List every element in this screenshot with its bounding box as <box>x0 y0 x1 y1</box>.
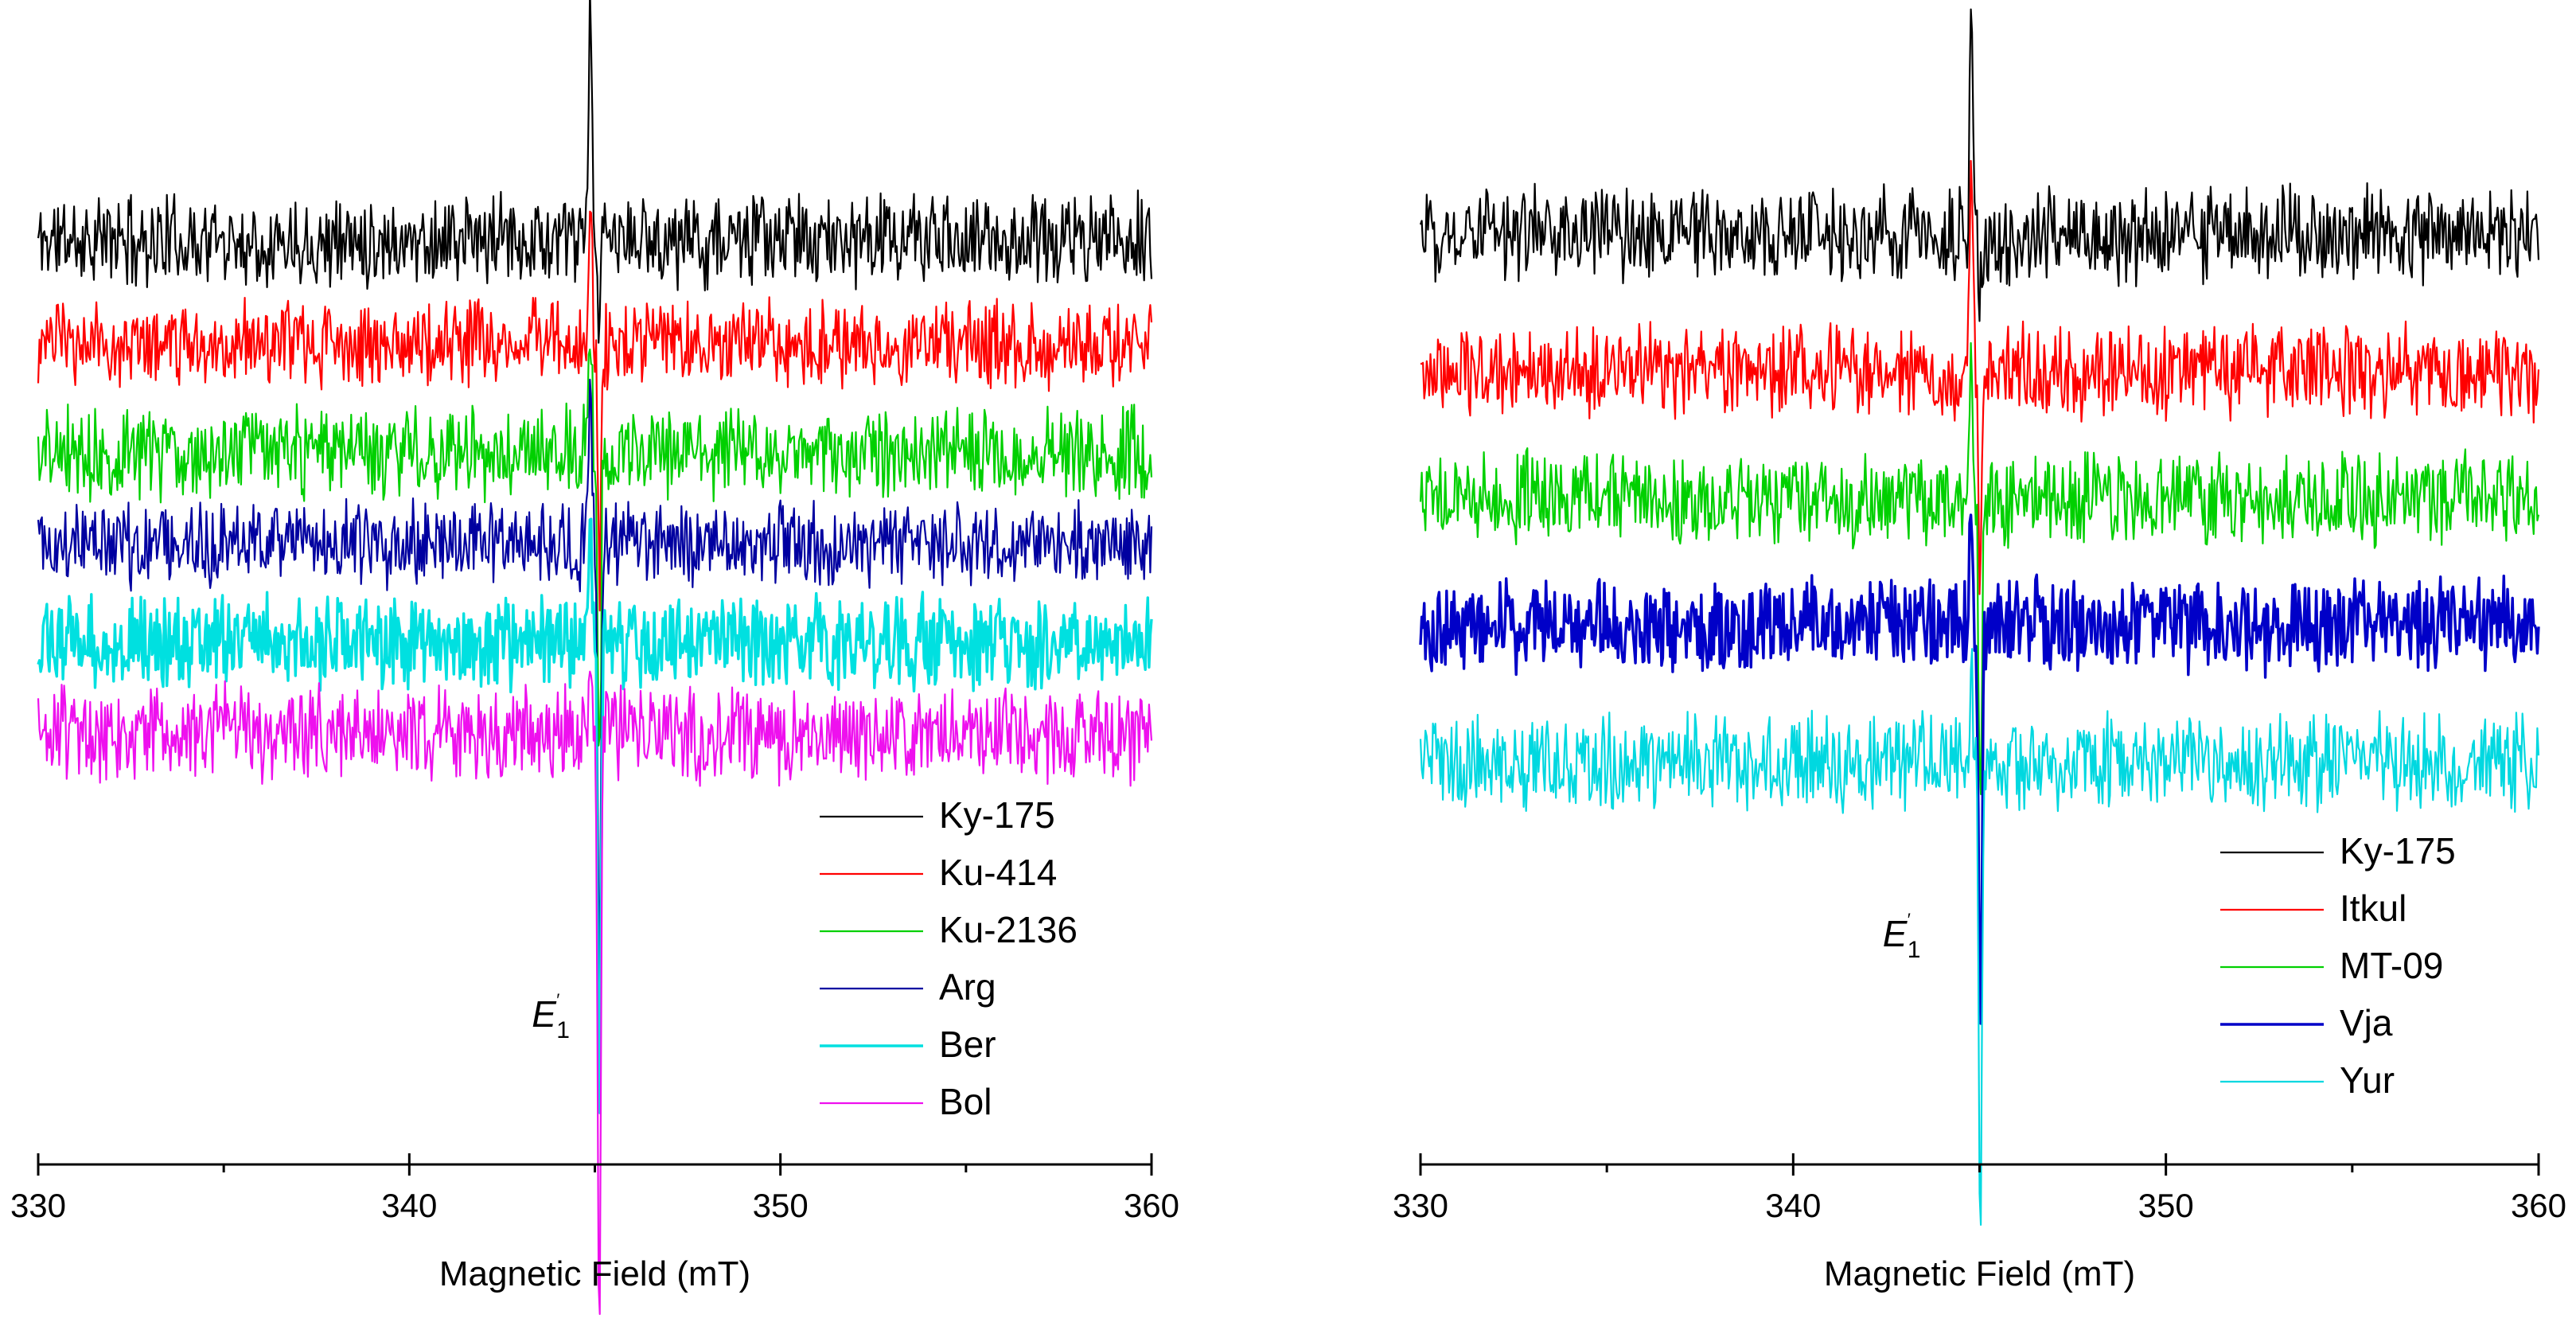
legend-label: Yur <box>2340 1059 2395 1101</box>
annotation-e1: E <box>532 993 557 1035</box>
x-axis-label: Magnetic Field (mT) <box>439 1254 750 1293</box>
x-axis: 330 340 350 360 <box>10 1153 1179 1224</box>
legend-label: Arg <box>939 966 996 1008</box>
series-line-yur <box>1419 648 2540 1227</box>
x-tick-label: 350 <box>753 1187 809 1224</box>
x-tick-label: 360 <box>2511 1187 2566 1224</box>
legend-label: Ber <box>939 1024 996 1065</box>
legend-item-ky-175: Ky-175 <box>2220 830 2456 872</box>
traces <box>37 0 1153 1316</box>
legend-item-ku-414: Ku-414 <box>820 852 1057 893</box>
x-tick-label: 340 <box>1765 1187 1821 1224</box>
series-line-ber <box>37 517 1153 1114</box>
series-line-bol <box>37 670 1153 1316</box>
legend-item-ber: Ber <box>820 1024 996 1065</box>
x-tick-label: 360 <box>1124 1187 1179 1224</box>
legend-label: MT-09 <box>2340 945 2443 986</box>
traces <box>1419 8 2540 1227</box>
series-line-ky-175 <box>1419 8 2540 322</box>
legend-label: Ky-175 <box>2340 830 2456 872</box>
legend-item-itkul: Itkul <box>2220 887 2406 929</box>
legend-item-mt-09: MT-09 <box>2220 945 2443 986</box>
legend-item-yur: Yur <box>2220 1059 2395 1101</box>
annotation-e1-subscript: 1 <box>1908 937 1921 963</box>
legend-item-bol: Bol <box>820 1081 992 1122</box>
x-tick-label: 350 <box>2138 1187 2194 1224</box>
legend-label: Ku-414 <box>939 852 1057 893</box>
series-line-arg <box>37 378 1153 984</box>
chart-panel-left: 330 340 350 360 Magnetic Field (mT) E ′ 1 Ky-175… <box>10 0 1179 1316</box>
x-tick-label: 330 <box>10 1187 66 1224</box>
annotation-e1-prime: ′ <box>1908 910 1911 930</box>
legend: Ky-175 Ku-414 Ku-2136 Arg Ber Bol <box>820 794 1078 1122</box>
x-axis-label: Magnetic Field (mT) <box>1824 1254 2135 1293</box>
legend-label: Itkul <box>2340 887 2406 929</box>
legend-item-ku-2136: Ku-2136 <box>820 909 1078 950</box>
x-tick-label: 330 <box>1393 1187 1448 1224</box>
chart-panel-right: 330 340 350 360 Magnetic Field (mT) E ′ 1 Ky-175… <box>1393 8 2566 1293</box>
legend-item-vja: Vja <box>2220 1002 2393 1043</box>
x-tick-label: 340 <box>381 1187 437 1224</box>
series-line-ku-414 <box>37 210 1153 612</box>
legend-item-arg: Arg <box>820 966 996 1008</box>
series-line-ky-175 <box>37 0 1153 344</box>
series-line-vja <box>1419 513 2540 1025</box>
x-axis: 330 340 350 360 <box>1393 1153 2566 1224</box>
series-line-itkul <box>1420 160 2540 595</box>
legend-label: Ku-2136 <box>939 909 1078 950</box>
annotation-e1-prime: ′ <box>556 990 559 1010</box>
series-line-mt-09 <box>1419 341 2540 796</box>
series-line-ku-2136 <box>37 348 1153 747</box>
legend-label: Vja <box>2340 1002 2393 1043</box>
annotation-e1: E <box>1883 913 1908 954</box>
legend-item-ky-175: Ky-175 <box>820 794 1055 836</box>
legend: Ky-175 Itkul MT-09 Vja Yur <box>2220 830 2456 1101</box>
legend-label: Bol <box>939 1081 992 1122</box>
legend-label: Ky-175 <box>939 794 1055 836</box>
annotation-e1-subscript: 1 <box>556 1017 570 1043</box>
